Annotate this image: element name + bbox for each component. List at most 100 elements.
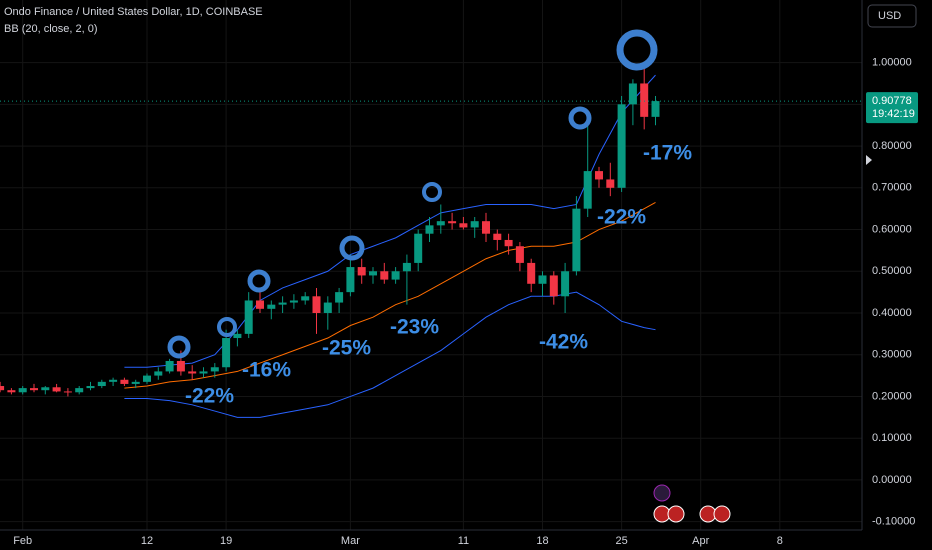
candle-body xyxy=(549,275,558,297)
candle-body xyxy=(7,390,16,393)
candle-body xyxy=(188,371,197,374)
candle-body xyxy=(154,371,163,376)
candle-body xyxy=(459,223,468,228)
x-tick-label: Apr xyxy=(692,535,709,547)
candle-body xyxy=(86,386,95,389)
x-tick-label: 19 xyxy=(220,535,232,547)
y-tick-label: 0.70000 xyxy=(872,182,912,194)
candle-body xyxy=(346,267,355,293)
candle-body xyxy=(75,388,84,393)
currency-button[interactable] xyxy=(867,4,917,28)
title: Ondo Finance / United States Dollar, 1D,… xyxy=(4,6,263,18)
candle-body xyxy=(651,101,660,117)
y-tick-label: 0.00000 xyxy=(872,474,912,486)
candle-body xyxy=(335,292,344,303)
marker-circle xyxy=(217,317,237,337)
candle-body xyxy=(301,296,310,301)
candle-body xyxy=(380,271,389,280)
candle-body xyxy=(0,386,5,391)
candle-body xyxy=(595,171,603,180)
candle-body xyxy=(640,83,649,117)
candle-body xyxy=(369,271,377,276)
candle-body xyxy=(97,381,106,387)
event-icon xyxy=(713,505,731,523)
candle-body xyxy=(572,208,581,272)
candle-body xyxy=(131,381,140,384)
candle-body xyxy=(18,388,27,393)
annotation: -42% xyxy=(539,331,588,354)
marker-circle xyxy=(167,335,191,359)
y-tick-label: 0.80000 xyxy=(872,140,912,152)
y-tick-label: -0.10000 xyxy=(872,516,915,528)
candle-body xyxy=(527,262,536,284)
band-line xyxy=(124,291,656,418)
candle-body xyxy=(504,239,513,247)
candle-body xyxy=(357,267,366,276)
y-tick-label: 0.40000 xyxy=(872,307,912,319)
x-tick-label: Mar xyxy=(341,535,360,547)
plot xyxy=(0,62,862,418)
candle-body xyxy=(267,304,276,309)
annotation: -22% xyxy=(597,206,646,229)
candle-body xyxy=(515,246,524,263)
candle-body xyxy=(210,367,219,372)
candle-body xyxy=(628,83,637,105)
marker-circle xyxy=(422,182,442,202)
y-tick-label: 0.30000 xyxy=(872,349,912,361)
candle-body xyxy=(199,371,208,374)
candle-body xyxy=(391,271,400,280)
candle-body xyxy=(289,300,298,303)
candle-body xyxy=(402,262,411,272)
candle-body xyxy=(617,104,626,188)
marker-circle xyxy=(339,235,365,261)
candle-body xyxy=(41,387,50,391)
marker-circle xyxy=(616,29,658,71)
x-tick-label: 11 xyxy=(458,535,469,547)
x-tick-label: 18 xyxy=(536,535,548,547)
y-tick-label: 0.20000 xyxy=(872,390,912,402)
event-icons xyxy=(653,484,731,523)
candle-body xyxy=(312,296,321,313)
marker-circle xyxy=(568,106,592,130)
event-icon xyxy=(667,505,685,523)
candle-body xyxy=(222,338,231,368)
y-tick-label: 0.60000 xyxy=(872,223,912,235)
candle-body xyxy=(233,333,242,339)
indicator-label: BB (20, close, 2, 0) xyxy=(4,23,98,35)
y-tick-label: 0.50000 xyxy=(872,265,912,277)
x-tick-label: 8 xyxy=(777,535,783,547)
candle-body xyxy=(583,171,592,209)
candle-body xyxy=(425,225,434,234)
candle-body xyxy=(561,271,570,297)
annotation: -25% xyxy=(322,337,371,360)
event-icon xyxy=(653,484,671,502)
candle-body xyxy=(470,221,479,228)
countdown-label: 19:42:19 xyxy=(872,108,915,120)
candle-body xyxy=(143,375,151,382)
y-tick-label: 0.10000 xyxy=(872,432,912,444)
last-price-box xyxy=(866,92,918,124)
candle-body xyxy=(414,233,423,263)
x-tick-label: 12 xyxy=(141,535,153,547)
y-tick-label: 1.00000 xyxy=(872,57,912,69)
candle-body xyxy=(176,360,185,372)
candle-body xyxy=(120,379,129,384)
candle-body xyxy=(493,233,502,240)
candle-body xyxy=(244,300,253,334)
candle-body xyxy=(606,179,615,188)
candle-body xyxy=(52,387,61,392)
x-tick-label: Feb xyxy=(13,535,32,547)
candle-body xyxy=(278,302,287,305)
candle-body xyxy=(482,221,490,234)
x-tick-label: 25 xyxy=(615,535,627,547)
candle-body xyxy=(63,391,72,393)
candle-body xyxy=(448,221,457,224)
candle-body xyxy=(256,300,264,309)
currency-label[interactable]: USD xyxy=(878,10,901,22)
annotation: -16% xyxy=(242,359,291,382)
annotation: -17% xyxy=(643,142,692,165)
annotation: -23% xyxy=(390,316,439,339)
candle-body xyxy=(165,360,174,372)
scroll-arrow[interactable] xyxy=(866,155,872,165)
